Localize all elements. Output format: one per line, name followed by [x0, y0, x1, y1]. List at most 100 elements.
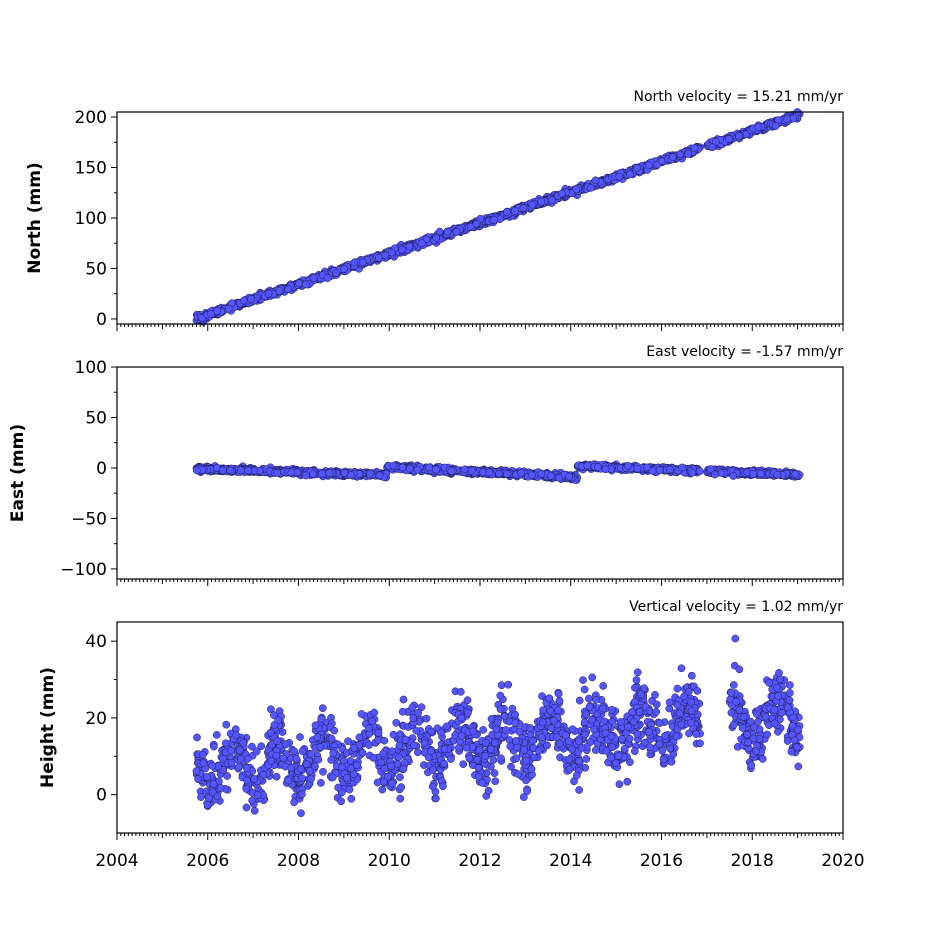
data-point	[237, 466, 245, 475]
data-point	[425, 463, 434, 472]
data-point	[666, 465, 674, 474]
data-point	[528, 200, 537, 209]
data-point	[484, 786, 493, 795]
data-point	[503, 470, 511, 478]
data-point	[396, 794, 405, 803]
data-point	[750, 723, 758, 732]
data-point	[224, 304, 233, 313]
data-point	[507, 762, 515, 771]
data-point	[672, 732, 681, 741]
data-point	[332, 269, 340, 278]
data-point	[558, 189, 566, 198]
data-point	[626, 170, 634, 179]
data-point	[197, 314, 206, 322]
y-tick-label: −50	[71, 509, 107, 529]
data-point	[537, 197, 546, 206]
east-ylabel: East (mm)	[8, 424, 28, 522]
data-point	[618, 734, 626, 743]
data-point	[323, 274, 332, 283]
data-point	[582, 755, 591, 763]
data-point	[460, 465, 469, 474]
data-point	[579, 676, 587, 684]
data-point	[688, 468, 697, 477]
data-point	[417, 239, 426, 248]
data-point	[729, 472, 738, 480]
data-point	[340, 265, 348, 273]
data-point	[272, 772, 281, 781]
data-point	[399, 695, 408, 704]
data-point	[302, 280, 310, 289]
data-point	[250, 806, 259, 815]
data-point	[633, 668, 642, 677]
data-point	[463, 696, 472, 705]
data-point	[655, 719, 664, 728]
data-point	[210, 742, 218, 751]
data-point	[547, 471, 555, 480]
data-point	[232, 731, 241, 740]
data-point	[633, 464, 642, 473]
data-point	[452, 227, 461, 236]
y-tick-label: 50	[85, 408, 107, 428]
data-point	[655, 466, 664, 475]
data-point	[350, 258, 359, 267]
data-point	[226, 466, 235, 475]
data-point	[247, 295, 256, 303]
data-point	[197, 793, 205, 801]
data-point	[192, 767, 201, 775]
data-point	[387, 248, 396, 257]
north-velocity-label: North velocity = 15.21 mm/yr	[633, 89, 843, 105]
data-point	[632, 676, 641, 684]
y-tick-label: 100	[75, 209, 107, 229]
data-point	[644, 161, 653, 170]
y-tick-label: −100	[60, 560, 107, 580]
data-point	[503, 208, 511, 216]
data-point	[344, 737, 352, 746]
data-point	[652, 700, 661, 709]
data-point	[580, 685, 589, 694]
height-points	[192, 634, 804, 818]
data-point	[583, 461, 592, 470]
data-point	[392, 718, 401, 727]
data-point	[684, 150, 693, 158]
data-point	[529, 736, 537, 745]
data-point	[475, 746, 484, 754]
data-point	[309, 470, 317, 478]
data-point	[756, 469, 765, 478]
data-point	[690, 144, 699, 152]
data-point	[337, 797, 345, 806]
data-point	[443, 227, 452, 236]
data-point	[615, 780, 624, 789]
data-point	[389, 730, 398, 739]
data-point	[731, 634, 740, 643]
data-point	[242, 785, 251, 793]
data-point	[490, 769, 499, 777]
data-point	[375, 471, 384, 480]
data-point	[405, 242, 414, 251]
data-point	[359, 258, 367, 267]
data-point	[207, 309, 215, 318]
data-point	[514, 770, 523, 779]
data-point	[572, 185, 581, 194]
data-point	[422, 714, 431, 723]
data-point	[785, 689, 794, 697]
data-point	[729, 721, 738, 729]
data-point	[212, 731, 221, 739]
data-point	[624, 461, 632, 470]
data-point	[240, 296, 248, 305]
data-point	[378, 785, 387, 794]
data-point	[754, 123, 763, 131]
data-point	[374, 253, 383, 262]
data-point	[318, 704, 327, 713]
data-point	[432, 794, 440, 803]
data-point	[517, 469, 526, 477]
data-point	[677, 664, 686, 673]
data-point	[420, 739, 429, 747]
data-point	[398, 245, 406, 254]
data-point	[771, 122, 780, 130]
data-point	[318, 469, 326, 478]
data-point	[752, 710, 761, 718]
data-point	[687, 671, 696, 680]
data-point	[642, 463, 651, 472]
